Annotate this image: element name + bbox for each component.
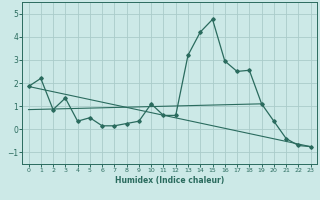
X-axis label: Humidex (Indice chaleur): Humidex (Indice chaleur) [115, 176, 224, 185]
